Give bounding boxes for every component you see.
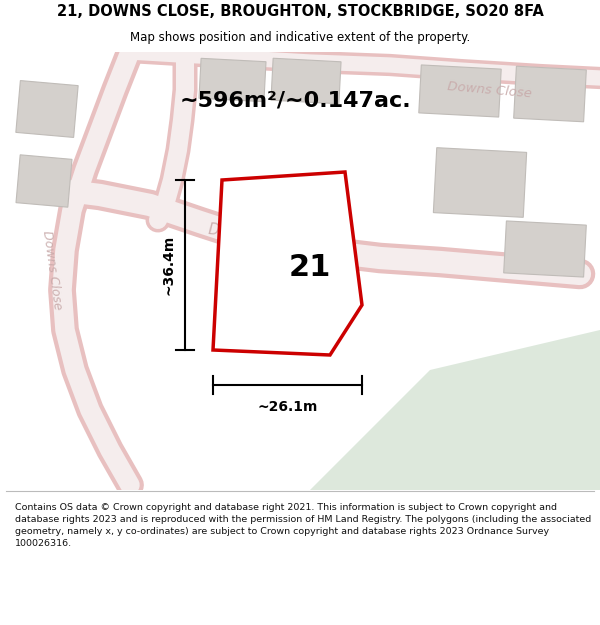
Text: ~26.1m: ~26.1m bbox=[257, 400, 317, 414]
Text: Contains OS data © Crown copyright and database right 2021. This information is : Contains OS data © Crown copyright and d… bbox=[15, 504, 591, 548]
Polygon shape bbox=[514, 66, 586, 122]
Polygon shape bbox=[213, 172, 362, 355]
Polygon shape bbox=[433, 148, 527, 218]
Text: Downs Close: Downs Close bbox=[40, 229, 64, 311]
Text: 21: 21 bbox=[288, 253, 331, 282]
Polygon shape bbox=[16, 155, 72, 207]
Polygon shape bbox=[271, 58, 341, 104]
Polygon shape bbox=[199, 58, 266, 102]
Text: 21, DOWNS CLOSE, BROUGHTON, STOCKBRIDGE, SO20 8FA: 21, DOWNS CLOSE, BROUGHTON, STOCKBRIDGE,… bbox=[56, 4, 544, 19]
Polygon shape bbox=[503, 221, 586, 277]
Text: Downs Close: Downs Close bbox=[208, 222, 302, 246]
Text: Downs Close: Downs Close bbox=[447, 80, 533, 100]
Polygon shape bbox=[419, 65, 501, 117]
Text: Map shows position and indicative extent of the property.: Map shows position and indicative extent… bbox=[130, 31, 470, 44]
Polygon shape bbox=[310, 330, 600, 490]
Polygon shape bbox=[16, 81, 78, 138]
Text: ~36.4m: ~36.4m bbox=[162, 235, 176, 295]
Text: ~596m²/~0.147ac.: ~596m²/~0.147ac. bbox=[179, 90, 411, 110]
